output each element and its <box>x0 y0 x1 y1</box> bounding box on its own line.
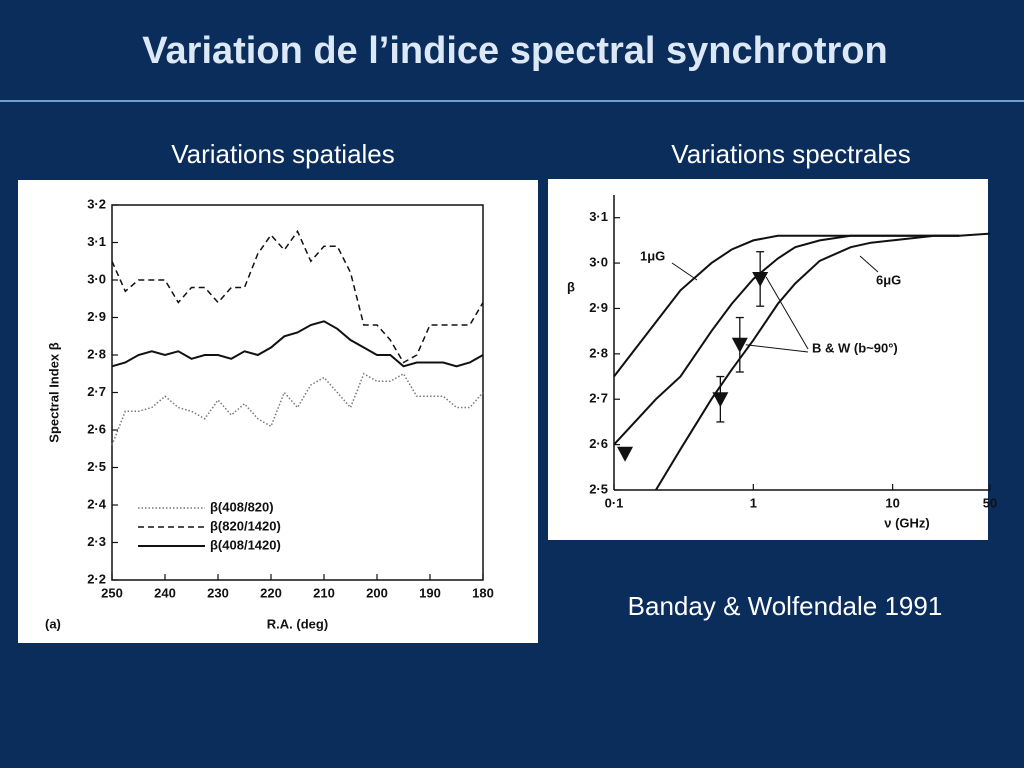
panel-label: (a) <box>45 616 61 631</box>
x-tick-label: 240 <box>154 585 176 600</box>
y-tick-label: 2·4 <box>87 496 107 511</box>
citation: Banday & Wolfendale 1991 <box>628 591 943 621</box>
data-point <box>617 446 634 462</box>
y-tick-label: 2·7 <box>589 391 608 406</box>
series-line <box>111 320 484 368</box>
y-tick-label: 2·3 <box>87 534 106 549</box>
y-axis-label: Spectral Index β <box>46 342 61 442</box>
y-tick-label: 3·1 <box>589 209 608 224</box>
y-tick-label: 2·8 <box>589 345 608 360</box>
x-axis-label: ν (GHz) <box>884 515 930 530</box>
y-tick-label: 3·0 <box>87 271 106 286</box>
x-tick-label: 180 <box>472 585 494 600</box>
series-line <box>613 234 960 446</box>
legend-label: β(408/1420) <box>210 537 281 552</box>
y-axis-label: β <box>567 279 575 294</box>
x-tick-label: 0·1 <box>605 495 624 510</box>
figure-panel <box>548 179 988 540</box>
x-tick-label: 210 <box>313 585 335 600</box>
y-tick-label: 2·6 <box>589 436 608 451</box>
figure: 2·2 2·3 2·4 2·5 2·6 2·7 2·8 2·9 3·0 3·1 3·2 250 240 2… <box>45 196 494 631</box>
data-point <box>752 271 769 287</box>
y-tick-label: 3·2 <box>87 196 106 211</box>
x-tick-label: 50 <box>983 495 997 510</box>
y-tick-label: 2·9 <box>589 300 608 315</box>
legend-label: β(408/820) <box>210 499 274 514</box>
x-tick-label: 10 <box>885 495 899 510</box>
y-tick-label: 3·0 <box>589 255 608 270</box>
y-tick-label: 2·6 <box>87 421 106 436</box>
y-tick-label: 2·5 <box>589 481 608 496</box>
curve-label: 6μG <box>876 272 901 287</box>
x-tick-label: 200 <box>366 585 388 600</box>
data-point <box>731 337 748 353</box>
x-tick-label: 1 <box>750 495 757 510</box>
y-tick-label: 2·8 <box>87 346 106 361</box>
data-point <box>712 392 729 408</box>
x-tick-label: 250 <box>101 585 123 600</box>
legend-label: β(820/1420) <box>210 518 281 533</box>
y-tick-label: 2·7 <box>87 384 106 399</box>
figure-panel <box>18 180 538 643</box>
x-axis-label: R.A. (deg) <box>267 616 328 631</box>
y-tick-label: 2·9 <box>87 309 106 324</box>
points-label: B & W (b~90°) <box>812 340 898 355</box>
x-tick-label: 190 <box>419 585 441 600</box>
slide-title: Variation de l’indice spectral synchrotr… <box>142 30 887 72</box>
series-line <box>111 372 484 446</box>
x-tick-label: 230 <box>207 585 229 600</box>
x-tick-label: 220 <box>260 585 282 600</box>
series-line <box>111 229 484 364</box>
figure: 2·5 2·6 2·7 2·8 2·9 3·0 3·1 0·1 1 10 50 ν (GHz) β 1μG… <box>567 195 997 530</box>
label-leader <box>671 262 698 281</box>
chart-caption: Variations spectrales <box>671 139 910 169</box>
curve-label: 1μG <box>640 248 665 263</box>
chart-caption: Variations spatiales <box>171 139 395 169</box>
y-tick-label: 2·2 <box>87 571 106 586</box>
y-tick-label: 2·5 <box>87 459 106 474</box>
label-leader <box>859 255 879 273</box>
label-leader <box>745 344 809 353</box>
y-tick-label: 3·1 <box>87 234 106 249</box>
label-leader <box>765 276 809 350</box>
